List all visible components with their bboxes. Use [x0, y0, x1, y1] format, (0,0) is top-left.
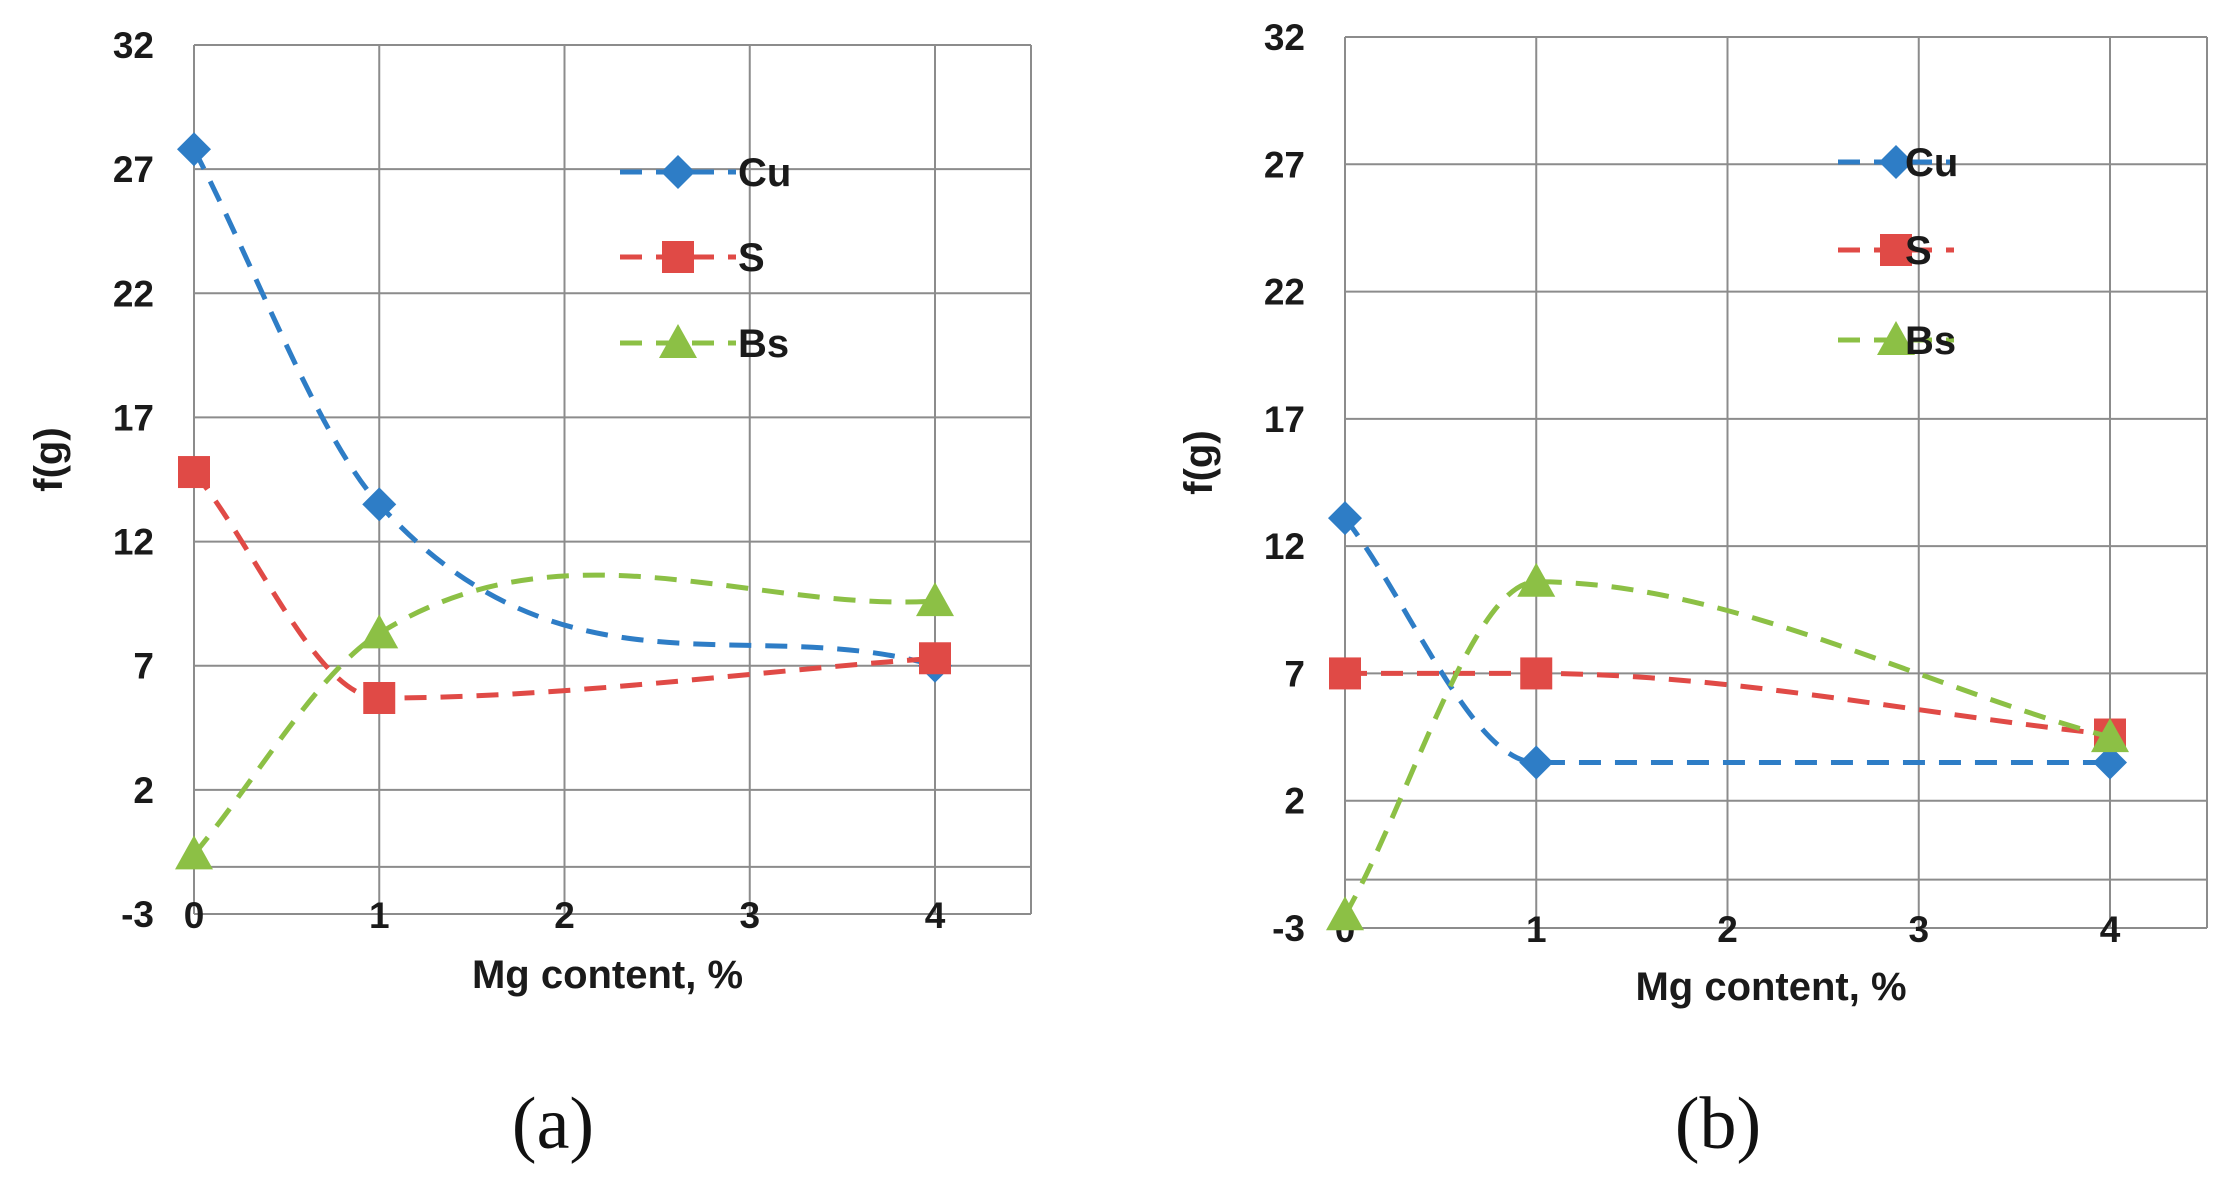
- series-bs: [175, 572, 954, 870]
- series-bs: [1326, 562, 2129, 931]
- y-axis-title: f(g): [1177, 430, 1221, 494]
- series-line: [1345, 670, 2111, 738]
- legend-entry-bs: Bs: [620, 322, 789, 366]
- series-line: [191, 148, 936, 669]
- legend-label: S: [738, 236, 765, 280]
- x-tick-label: 1: [369, 895, 390, 936]
- data-point: [360, 614, 399, 649]
- data-point: [1329, 657, 1361, 690]
- legend-entry-cu: Cu: [620, 151, 791, 195]
- y-tick-label: 32: [113, 25, 154, 66]
- gridlines: [1344, 36, 2208, 929]
- panel-label: (b): [1675, 1083, 1761, 1165]
- y-tick-label: 2: [133, 770, 154, 811]
- y-tick-label: 17: [1264, 399, 1305, 440]
- legend-label: Bs: [1905, 319, 1956, 363]
- data-point: [363, 681, 396, 714]
- legend-entry-bs: Bs: [1838, 319, 1956, 363]
- x-tick-label: 2: [1717, 909, 1738, 950]
- x-tick-label: 4: [925, 895, 946, 936]
- y-tick-label: 22: [113, 273, 154, 314]
- series-s: [178, 456, 951, 714]
- data-point: [362, 487, 397, 522]
- x-tick-label: 3: [1908, 909, 1929, 950]
- x-tick-label: 1: [1526, 909, 1547, 950]
- legend-marker: [661, 155, 695, 189]
- data-point: [2091, 718, 2129, 753]
- legend-marker: [659, 324, 697, 358]
- series-line: [192, 470, 936, 701]
- y-tick-label: -3: [1272, 908, 1305, 949]
- y-tick-label: 27: [1264, 144, 1305, 185]
- y-tick-label: 7: [1284, 653, 1305, 694]
- x-tick-label: 2: [554, 895, 575, 936]
- legend-marker: [1880, 234, 1912, 266]
- legend-label: Cu: [1905, 141, 1958, 185]
- series-line: [1342, 579, 2111, 917]
- data-point: [178, 456, 210, 489]
- y-tick-label: 2: [1284, 781, 1305, 822]
- series-line: [1343, 516, 2110, 766]
- legend-label: S: [1905, 229, 1932, 273]
- y-axis-title: f(g): [27, 427, 71, 491]
- y-tick-label: 32: [1264, 17, 1305, 58]
- x-axis-title: Mg content, %: [472, 953, 743, 997]
- data-point: [175, 835, 213, 870]
- gridlines: [193, 44, 1032, 915]
- legend-marker: [1879, 145, 1913, 179]
- data-point: [916, 582, 954, 617]
- legend-label: Bs: [738, 322, 789, 366]
- data-point: [1517, 562, 1556, 597]
- data-point: [1326, 896, 1364, 931]
- legend-entry-s: S: [620, 236, 765, 280]
- data-point: [919, 642, 951, 675]
- x-tick-label: 3: [739, 895, 760, 936]
- y-tick-label: 12: [113, 522, 154, 563]
- panel-label: (a): [512, 1083, 594, 1165]
- x-tick-label: 4: [2100, 909, 2121, 950]
- series-line: [192, 572, 936, 857]
- data-point: [2093, 745, 2127, 780]
- legend-label: Cu: [738, 151, 791, 195]
- x-axis-title: Mg content, %: [1635, 965, 1906, 1009]
- y-tick-label: 12: [1264, 526, 1305, 567]
- legend-entry-s: S: [1838, 229, 1954, 273]
- legend-entry-cu: Cu: [1838, 141, 1958, 185]
- y-tick-label: -3: [121, 894, 154, 935]
- data-point: [177, 132, 211, 167]
- x-tick-label: 0: [184, 895, 205, 936]
- data-point: [1328, 501, 1362, 536]
- data-point: [1519, 745, 1554, 780]
- y-tick-label: 7: [133, 646, 154, 687]
- y-tick-label: 17: [113, 397, 154, 438]
- legend-marker: [1877, 321, 1915, 355]
- y-tick-label: 22: [1264, 272, 1305, 313]
- legend-marker: [662, 241, 694, 273]
- y-tick-label: 27: [113, 149, 154, 190]
- series-cu: [1328, 501, 2127, 780]
- data-point: [1520, 657, 1553, 690]
